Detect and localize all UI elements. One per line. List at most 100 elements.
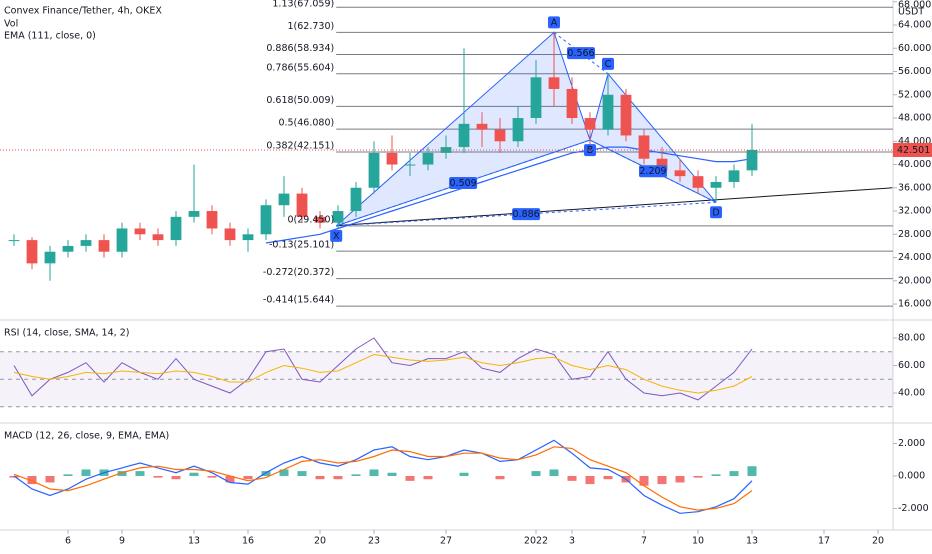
macd-line	[13, 446, 753, 511]
candle-body	[602, 94, 614, 130]
pattern-point	[584, 144, 597, 157]
candle-body	[314, 216, 326, 223]
pane: 16.000 20.000 24.000 28.000 32.000 36.000 40.0…	[0, 0, 932, 310]
fib-label: 0.618(50.009)	[266, 95, 334, 106]
candle-body	[476, 123, 488, 130]
x-tick-label: 10	[692, 536, 704, 547]
candle-body	[170, 216, 182, 241]
x-tick-label: 20	[872, 536, 884, 547]
candle-body	[98, 240, 110, 252]
histogram-bar	[207, 475, 217, 478]
histogram-bar	[153, 475, 163, 478]
x-tick-label: 13	[188, 536, 200, 547]
histogram-bar	[81, 469, 91, 476]
histogram-bar	[27, 475, 37, 485]
rsi-line	[13, 353, 753, 394]
candle-body	[242, 234, 254, 241]
pattern-point	[330, 229, 343, 242]
candle-body	[422, 152, 434, 165]
pattern-point-label: B	[587, 145, 594, 156]
histogram-bar	[585, 475, 595, 485]
fib-label: 0.786(55.604)	[266, 62, 334, 73]
ratio-leg	[553, 31, 609, 75]
candle-body	[620, 94, 632, 136]
x-tick-label: 2022	[524, 536, 548, 547]
histogram-bar	[675, 475, 685, 483]
x-tick-label: 17	[818, 536, 830, 547]
histogram-bar	[459, 472, 469, 476]
fib-label: 0.5(46.080)	[278, 118, 334, 129]
y-tick-label: 36.000	[898, 182, 931, 193]
histogram-bar	[315, 475, 325, 480]
x-tick-label: 7	[641, 536, 647, 547]
histogram-bar	[729, 471, 739, 476]
candle-body	[260, 205, 272, 235]
fib-label: 0.886(58.934)	[266, 43, 334, 54]
ratio-box	[567, 47, 596, 60]
pattern-point-label: A	[551, 17, 558, 28]
x-tick-label: 20	[314, 536, 326, 547]
pattern-point-label: C	[605, 59, 612, 70]
candle-body	[494, 129, 506, 142]
pattern-point-label: D	[712, 207, 719, 218]
y-tick-label: 44.000	[898, 136, 931, 147]
candle-body	[458, 123, 470, 148]
histogram-bar	[657, 475, 667, 485]
candle-body	[656, 158, 668, 171]
histogram-bar	[549, 469, 559, 476]
candle-body	[638, 135, 650, 159]
ratio-label: 0.886	[513, 209, 540, 220]
ratio-label: 2.209	[639, 166, 666, 177]
histogram-bar	[117, 471, 127, 476]
x-tick-label: 3	[569, 536, 575, 547]
y-tick-label: 56.000	[898, 66, 931, 77]
histogram-bar	[63, 474, 73, 476]
candle-body	[134, 228, 146, 235]
histogram-bar	[693, 475, 703, 478]
pane: -2.000 0.000 2.000 MACD (12, 26, close, 9, …	[4, 431, 929, 514]
candle-body	[44, 251, 56, 264]
candle-body	[710, 181, 722, 188]
pane-title: MACD (12, 26, close, 9, EMA, EMA)	[4, 431, 169, 442]
candle-body	[332, 211, 344, 223]
candle-body	[350, 187, 362, 212]
candle-body	[26, 240, 38, 264]
fib-label: -0.414(15.644)	[263, 295, 334, 306]
y-tick-label: 32.000	[898, 206, 931, 217]
x-tick-label: 27	[440, 536, 452, 547]
y-tick-label: 16.000	[898, 299, 931, 310]
y-tick-label: 24.000	[898, 252, 931, 263]
currency-label: USDT	[898, 7, 924, 18]
y-tick-label: 2.000	[898, 438, 925, 449]
candle-body	[746, 149, 758, 171]
fib-label: 1(62.730)	[288, 21, 335, 32]
candle-body	[530, 77, 542, 119]
last-price-label: 42.501	[897, 145, 930, 156]
fib-label: 0.382(42.151)	[266, 141, 334, 152]
candle-body	[116, 228, 128, 252]
candle-body	[728, 170, 740, 182]
pattern-point	[548, 16, 561, 29]
candle-body	[296, 193, 308, 217]
y-tick-label: 60.00	[898, 360, 925, 371]
last-price-box	[893, 142, 932, 157]
candle-body	[692, 176, 704, 188]
fib-label: -0.272(20.372)	[263, 267, 334, 278]
histogram-bar	[603, 475, 613, 480]
histogram-bar	[369, 469, 379, 476]
y-tick-label: 68.000	[898, 0, 931, 11]
pattern-point-label: X	[333, 231, 340, 242]
rsi-line	[13, 337, 753, 401]
pattern-point	[602, 57, 615, 70]
histogram-bar	[189, 472, 199, 476]
fib-label: 1.13(67.059)	[272, 0, 334, 10]
candle-body	[440, 147, 452, 153]
ratio-box	[449, 176, 478, 189]
histogram-bar	[297, 471, 307, 476]
histogram-bar	[243, 475, 253, 480]
candle-body	[8, 240, 20, 242]
ratio-label: 0.509	[450, 178, 477, 189]
y-tick-label: 64.000	[898, 19, 931, 30]
histogram-bar	[747, 466, 757, 476]
